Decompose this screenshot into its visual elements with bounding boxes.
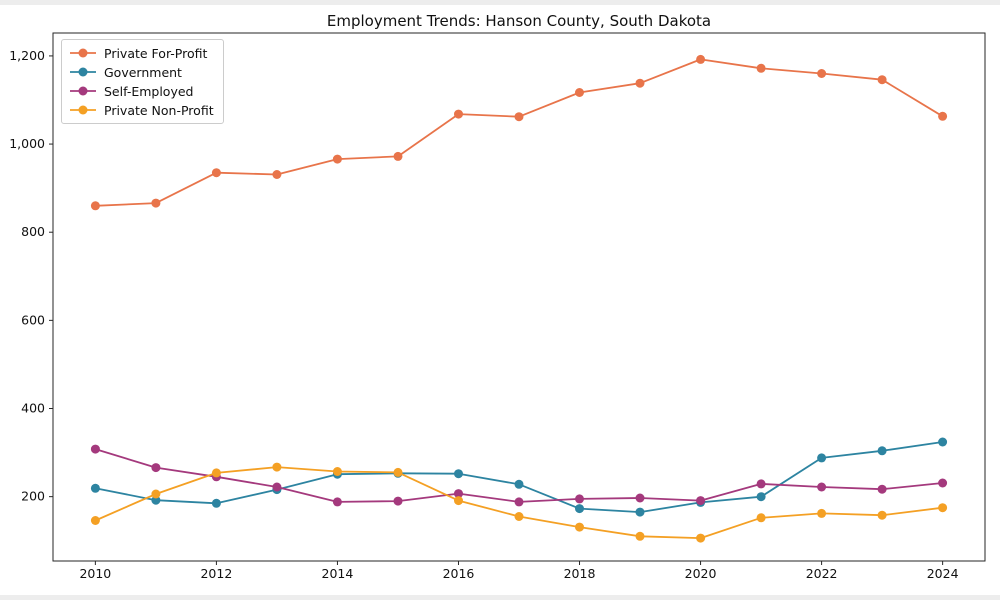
legend-item-government: Government: [68, 64, 214, 80]
point-private-non-profit-2019: [635, 531, 645, 541]
point-private-non-profit-2011: [151, 489, 161, 499]
x-tick-label: 2020: [685, 566, 717, 581]
point-self-employed-2013: [272, 482, 282, 492]
point-government-2024: [938, 437, 948, 447]
point-private-non-profit-2018: [575, 522, 584, 532]
point-private-for-profit-2011: [151, 198, 161, 208]
point-self-employed-2019: [635, 493, 645, 503]
point-government-2011: [151, 495, 161, 505]
point-self-employed-2018: [575, 494, 584, 504]
y-tick-label: 600: [21, 312, 45, 327]
legend-item-private-for-profit: Private For-Profit: [68, 45, 214, 61]
x-tick-label: 2010: [79, 566, 111, 581]
x-tick-label: 2016: [443, 566, 475, 581]
point-self-employed-2021: [756, 479, 766, 489]
legend-item-self-employed: Self-Employed: [68, 83, 214, 99]
point-private-for-profit-2012: [211, 168, 221, 178]
legend-item-private-non-profit: Private Non-Profit: [68, 102, 214, 118]
point-self-employed-2020: [696, 496, 706, 506]
point-government-2021: [756, 492, 766, 502]
point-self-employed-2015: [393, 496, 403, 506]
point-self-employed-2017: [514, 497, 524, 507]
point-private-non-profit-2012: [211, 468, 221, 478]
point-private-for-profit-2014: [332, 154, 342, 164]
point-private-non-profit-2014: [332, 467, 342, 476]
y-tick-label: 400: [21, 401, 45, 416]
point-private-non-profit-2017: [514, 512, 524, 521]
axes-box: [52, 32, 986, 562]
point-private-for-profit-2017: [514, 112, 524, 122]
point-private-for-profit-2022: [817, 69, 827, 78]
point-private-non-profit-2023: [877, 510, 887, 520]
series-line-self-employed: [95, 448, 943, 503]
point-private-for-profit-2021: [756, 63, 766, 73]
point-private-for-profit-2023: [877, 75, 887, 85]
point-private-non-profit-2024: [938, 503, 948, 513]
point-private-for-profit-2020: [696, 54, 706, 64]
legend-marker-line-dot-icon: [70, 67, 96, 77]
chart-title: Employment Trends: Hanson County, South …: [326, 12, 712, 30]
y-tick-label: 200: [21, 489, 45, 504]
y-tick-label: 800: [21, 224, 45, 239]
point-government-2019: [635, 507, 645, 517]
point-private-non-profit-2015: [393, 467, 403, 477]
point-self-employed-2023: [877, 484, 887, 494]
point-self-employed-2024: [938, 478, 948, 488]
point-private-for-profit-2013: [272, 170, 282, 179]
point-private-for-profit-2018: [575, 88, 584, 97]
point-private-for-profit-2016: [454, 109, 463, 119]
legend-label: Government: [104, 64, 182, 80]
y-tick-label: 1,000: [9, 136, 45, 151]
x-tick-label: 2012: [200, 566, 232, 581]
legend-marker-line-dot-icon: [70, 105, 96, 115]
point-private-for-profit-2024: [938, 111, 948, 121]
legend-label: Self-Employed: [104, 83, 194, 99]
point-private-for-profit-2015: [393, 151, 403, 161]
point-government-2017: [514, 479, 524, 489]
point-government-2018: [575, 504, 584, 514]
point-self-employed-2016: [454, 489, 463, 499]
point-private-for-profit-2019: [635, 78, 645, 88]
point-self-employed-2022: [817, 482, 827, 492]
x-tick-label: 2018: [564, 566, 596, 581]
figure-top-edge: [0, 0, 1000, 5]
x-tick-label: 2024: [927, 566, 959, 581]
legend-label: Private For-Profit: [104, 45, 208, 61]
point-private-non-profit-2021: [756, 513, 766, 523]
point-self-employed-2010: [90, 444, 100, 454]
point-government-2022: [817, 453, 827, 463]
legend: Private For-Profit Government Self-Emplo…: [61, 39, 224, 124]
point-government-2010: [90, 483, 100, 493]
legend-marker-line-dot-icon: [70, 86, 96, 96]
point-private-non-profit-2022: [817, 508, 827, 518]
point-private-non-profit-2020: [696, 533, 706, 543]
point-government-2016: [454, 469, 463, 479]
point-government-2012: [211, 498, 221, 508]
x-tick-label: 2014: [322, 566, 354, 581]
point-private-non-profit-2016: [454, 496, 463, 506]
point-private-non-profit-2013: [272, 462, 282, 472]
point-government-2023: [877, 446, 887, 456]
figure-bottom-edge: [0, 595, 1000, 600]
point-self-employed-2011: [151, 463, 161, 473]
point-private-non-profit-2010: [90, 516, 100, 525]
point-private-for-profit-2010: [90, 201, 100, 211]
x-tick-label: 2022: [806, 566, 838, 581]
legend-marker-line-dot-icon: [70, 48, 96, 58]
point-self-employed-2014: [332, 497, 342, 507]
y-tick-label: 1,200: [9, 48, 45, 63]
legend-label: Private Non-Profit: [104, 102, 214, 118]
